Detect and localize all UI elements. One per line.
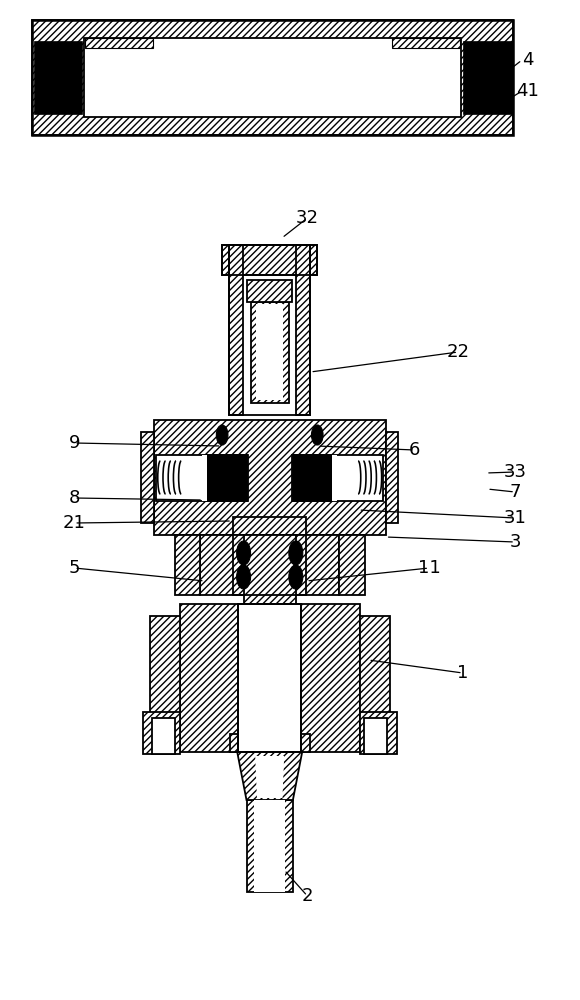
Text: 9: 9 xyxy=(68,434,80,452)
Bar xyxy=(34,41,82,114)
Bar xyxy=(229,245,243,415)
Text: 2: 2 xyxy=(302,887,313,905)
Bar xyxy=(143,712,180,754)
Text: 31: 31 xyxy=(503,509,527,527)
Text: 6: 6 xyxy=(409,441,420,459)
Bar xyxy=(293,454,332,500)
Bar xyxy=(202,454,207,500)
Bar xyxy=(364,718,387,754)
Circle shape xyxy=(289,565,303,589)
Bar xyxy=(222,245,317,275)
Bar xyxy=(222,245,317,275)
Bar xyxy=(360,616,390,740)
Bar xyxy=(233,517,306,595)
Bar xyxy=(150,616,180,740)
Text: 32: 32 xyxy=(296,209,319,227)
Bar xyxy=(238,604,301,752)
Bar xyxy=(339,535,365,595)
Bar xyxy=(463,41,512,114)
Bar xyxy=(230,734,238,752)
Bar xyxy=(301,734,310,752)
Bar xyxy=(256,304,283,400)
Circle shape xyxy=(311,425,323,445)
Bar xyxy=(244,535,296,610)
Bar xyxy=(156,454,248,500)
Text: 33: 33 xyxy=(503,463,527,481)
Circle shape xyxy=(289,541,303,565)
Bar xyxy=(32,20,513,135)
Polygon shape xyxy=(237,752,302,800)
Bar xyxy=(251,302,289,403)
Bar xyxy=(392,38,460,48)
Bar xyxy=(296,245,310,415)
Text: 5: 5 xyxy=(68,559,80,577)
Text: 41: 41 xyxy=(516,82,539,100)
Bar xyxy=(32,20,513,135)
Text: 21: 21 xyxy=(63,514,86,532)
Polygon shape xyxy=(255,756,284,798)
Text: 1: 1 xyxy=(457,664,469,682)
Bar xyxy=(360,712,397,754)
Circle shape xyxy=(216,425,228,445)
Bar xyxy=(152,718,175,754)
Text: 11: 11 xyxy=(418,559,441,577)
Text: 4: 4 xyxy=(522,51,534,69)
Text: 8: 8 xyxy=(68,489,80,507)
Text: 3: 3 xyxy=(509,533,521,551)
Bar xyxy=(229,245,310,415)
Bar xyxy=(247,280,292,302)
Text: 22: 22 xyxy=(447,343,470,361)
Bar xyxy=(141,432,154,523)
Bar xyxy=(200,535,339,595)
Bar xyxy=(207,454,246,500)
Bar xyxy=(332,454,337,500)
Text: 7: 7 xyxy=(509,483,521,501)
Bar xyxy=(238,604,301,752)
Bar xyxy=(246,800,293,892)
Bar xyxy=(292,454,383,500)
Bar xyxy=(154,420,386,535)
Circle shape xyxy=(237,565,251,589)
Bar xyxy=(254,800,285,892)
Bar xyxy=(85,38,153,48)
Bar xyxy=(175,535,200,595)
Circle shape xyxy=(237,541,251,565)
Bar xyxy=(84,38,461,117)
Bar xyxy=(180,604,360,752)
Bar xyxy=(386,432,398,523)
